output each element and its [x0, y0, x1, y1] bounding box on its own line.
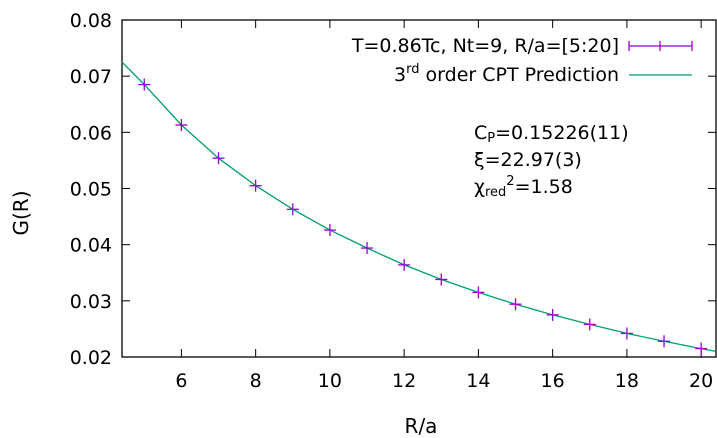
data-point — [398, 258, 411, 271]
data-point — [323, 224, 336, 237]
x-tick-label: 20 — [689, 370, 713, 392]
plot-marks — [121, 61, 717, 355]
y-tick-label: 0.05 — [70, 179, 112, 201]
legend-swatch-errorbars — [628, 41, 693, 51]
x-tick-label: 18 — [615, 370, 639, 392]
x-tick-label: 14 — [466, 370, 490, 392]
y-tick-label: 0.04 — [70, 235, 112, 257]
annotation-cp: CP=0.15226(11) — [474, 122, 629, 146]
data-point — [695, 342, 708, 355]
data-point — [435, 273, 448, 286]
series-line-prediction — [121, 61, 717, 353]
data-point — [138, 78, 151, 91]
legend-label-data: T=0.86Tc, Nt=9, R/a=[5:20] — [351, 35, 619, 57]
y-tick-label: 0.02 — [70, 347, 112, 369]
data-point — [212, 152, 225, 165]
x-tick-label: 10 — [318, 370, 342, 392]
data-point — [286, 203, 299, 216]
y-tick-label: 0.03 — [70, 291, 112, 313]
y-tick-label: 0.08 — [70, 10, 112, 32]
y-tick-label: 0.06 — [70, 122, 112, 144]
axes: 6 8 10 12 14 16 18 20 0.02 0.03 0.04 0.05 0.06 0.07 0.… — [70, 10, 717, 392]
y-tick-label: 0.07 — [70, 66, 112, 88]
legend: T=0.86Tc, Nt=9, R/a=[5:20] 3rd order CPT… — [351, 35, 693, 86]
data-point — [658, 335, 671, 348]
x-tick-label: 8 — [250, 370, 262, 392]
annotation-xi: ξ=22.97(3) — [474, 149, 582, 171]
data-point — [249, 179, 262, 192]
fit-annotations: CP=0.15226(11) ξ=22.97(3) χred2=1.58 — [474, 122, 629, 200]
data-point — [472, 286, 485, 299]
data-point — [175, 119, 188, 132]
data-point — [546, 308, 559, 321]
data-point — [361, 242, 374, 255]
data-point — [583, 318, 596, 331]
x-tick-label: 6 — [175, 370, 187, 392]
legend-label-prediction: 3rd order CPT Prediction — [394, 62, 619, 86]
annotation-chi: χred2=1.58 — [474, 174, 573, 200]
data-point — [509, 298, 522, 311]
x-tick-label: 12 — [392, 370, 416, 392]
data-point — [620, 327, 633, 340]
x-axis-label: R/a — [405, 414, 438, 438]
x-tick-label: 16 — [541, 370, 565, 392]
y-axis-label: G(R) — [9, 191, 33, 236]
